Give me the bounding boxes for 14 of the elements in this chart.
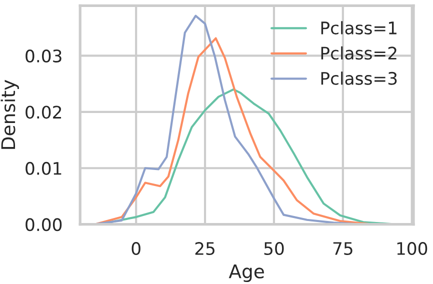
y-axis-title: Density: [0, 80, 19, 149]
legend-label: Pclass=2: [321, 46, 396, 60]
x-tick-label: 25: [195, 242, 214, 256]
y-tick-label: 0.00: [26, 218, 62, 232]
x-tick-label: 100: [397, 242, 428, 256]
x-tick-label: 50: [264, 242, 284, 256]
legend-label: Pclass=1: [321, 21, 396, 34]
x-tick-label: 75: [333, 242, 352, 256]
y-tick-label: 0.03: [26, 49, 62, 62]
y-tick-label: 0.02: [26, 106, 62, 119]
x-tick-label: 0: [132, 242, 140, 256]
y-tick-label: 0.01: [26, 162, 62, 175]
x-axis-title: Age: [228, 264, 264, 282]
legend-label: Pclass=3: [321, 72, 397, 85]
